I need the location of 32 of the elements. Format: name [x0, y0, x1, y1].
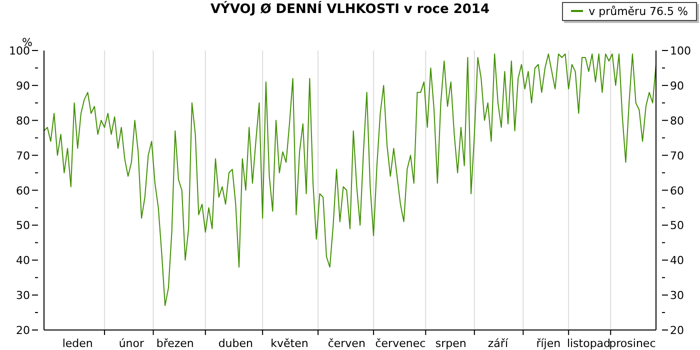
y2-tick-label: 20 [670, 324, 684, 337]
x-tick-label: listopad [566, 337, 611, 350]
x-tick-label: srpen [435, 337, 466, 350]
y-tick-label: 40 [16, 254, 30, 268]
y2-tick-label: 50 [670, 219, 684, 232]
y-tick-label: 90 [16, 79, 30, 92]
y-tick-label: 20 [16, 324, 30, 337]
y-tick-label: 60 [16, 184, 30, 198]
legend-label: v průměru 76.5 % [588, 4, 688, 18]
x-tick-label: únor [118, 337, 144, 350]
y2-tick-label: 40 [670, 254, 684, 268]
x-tick-label: duben [218, 337, 254, 350]
y-tick-label: 70 [16, 149, 30, 162]
x-tick-label: říjen [536, 337, 561, 350]
x-tick-label: červen [328, 337, 366, 350]
y-tick-label: 30 [16, 289, 30, 302]
x-tick-label: květen [270, 337, 308, 350]
y2-tick-label: 100 [670, 44, 691, 58]
line-series [44, 53, 656, 306]
chart-title: VÝVOJ Ø DENNÍ VLHKOSTI v roce 2014 [210, 2, 490, 17]
y2-tick-label: 60 [670, 184, 684, 198]
x-tick-label: březen [156, 337, 194, 350]
y2-tick-label: 70 [670, 149, 684, 162]
x-tick-label: prosinec [609, 337, 656, 350]
y2-tick-label: 90 [670, 79, 684, 92]
y2-tick-label: 80 [670, 114, 684, 128]
x-tick-label: leden [62, 337, 93, 350]
x-tick-label: září [488, 337, 509, 350]
x-tick-label: červenec [375, 337, 426, 350]
y2-tick-label: 30 [670, 289, 684, 302]
y-tick-label: 50 [16, 219, 30, 232]
y-tick-label: 80 [16, 114, 30, 128]
